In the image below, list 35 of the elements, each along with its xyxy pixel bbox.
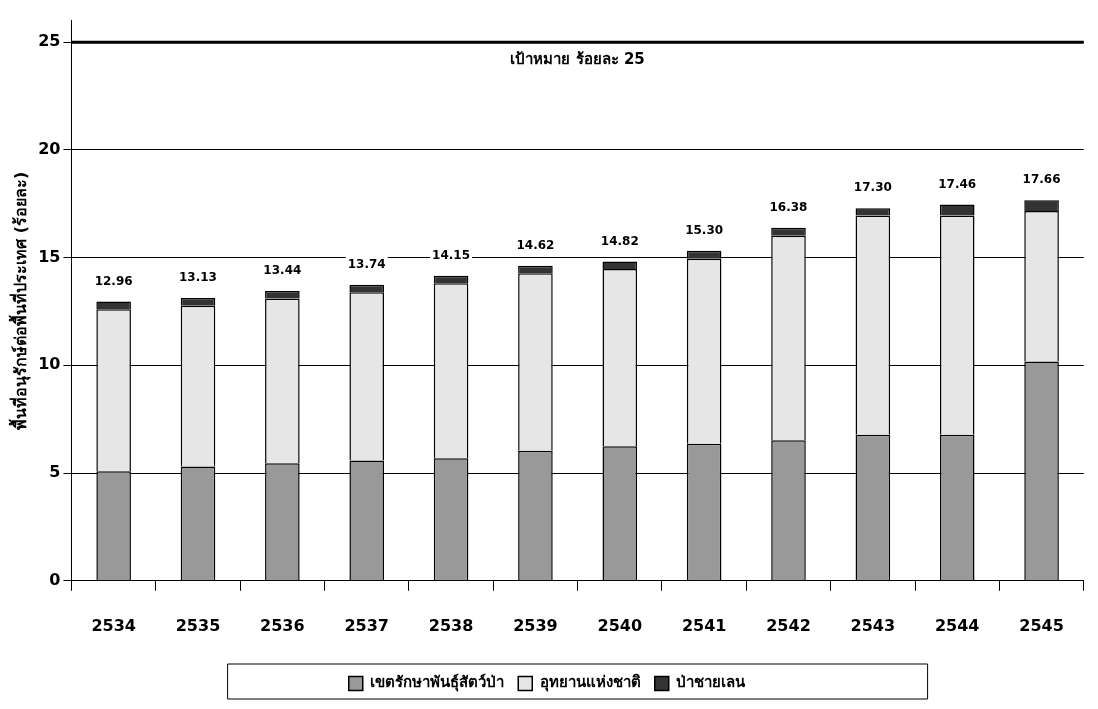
y-tick-label: 10 <box>38 354 61 374</box>
legend-label: เขตรักษาพันธุ์สัตว์ป่า <box>370 673 505 693</box>
x-tick-label: 2538 <box>428 615 474 635</box>
x-tick-label: 2539 <box>513 615 558 635</box>
total-label: 12.96 <box>94 273 133 288</box>
x-tick-label: 2542 <box>766 615 811 635</box>
total-label: 13.44 <box>263 263 302 278</box>
total-label: 14.62 <box>516 237 555 252</box>
x-tick-label: 2541 <box>681 615 727 635</box>
total-label: 17.30 <box>853 180 892 195</box>
y-tick-label: 0 <box>49 569 61 589</box>
total-label: 14.82 <box>600 233 639 248</box>
y-tick-label: 15 <box>38 246 61 266</box>
total-label: 15.30 <box>685 222 724 237</box>
ref-line-label: เป้าหมาย ร้อยละ 25 <box>510 49 645 68</box>
y-axis-title: พื้นที่อนุรักษ์ต่อพื้นที่ประเทศ (ร้อยละ) <box>7 171 31 430</box>
x-tick-label: 2540 <box>597 615 643 635</box>
total-label: 16.38 <box>769 200 808 214</box>
total-label: 13.13 <box>179 270 217 285</box>
x-tick-label: 2545 <box>1019 615 1064 635</box>
x-tick-label: 2537 <box>344 615 389 635</box>
total-label: 14.15 <box>432 247 471 262</box>
total-label: 13.74 <box>347 256 386 271</box>
y-tick-label: 20 <box>38 139 61 159</box>
legend-label: ป่าชายเลน <box>676 673 747 692</box>
total-label: 17.46 <box>938 176 977 191</box>
total-label: 17.66 <box>1022 172 1061 187</box>
x-tick-label: 2534 <box>91 615 136 635</box>
legend-label: อุทยานแห่งชาติ <box>539 673 641 693</box>
x-tick-label: 2535 <box>175 615 221 635</box>
y-tick-label: 5 <box>49 462 61 482</box>
x-tick-label: 2544 <box>934 615 980 635</box>
x-tick-label: 2536 <box>260 615 305 635</box>
y-tick-label: 25 <box>38 31 61 51</box>
x-tick-label: 2543 <box>850 615 896 635</box>
